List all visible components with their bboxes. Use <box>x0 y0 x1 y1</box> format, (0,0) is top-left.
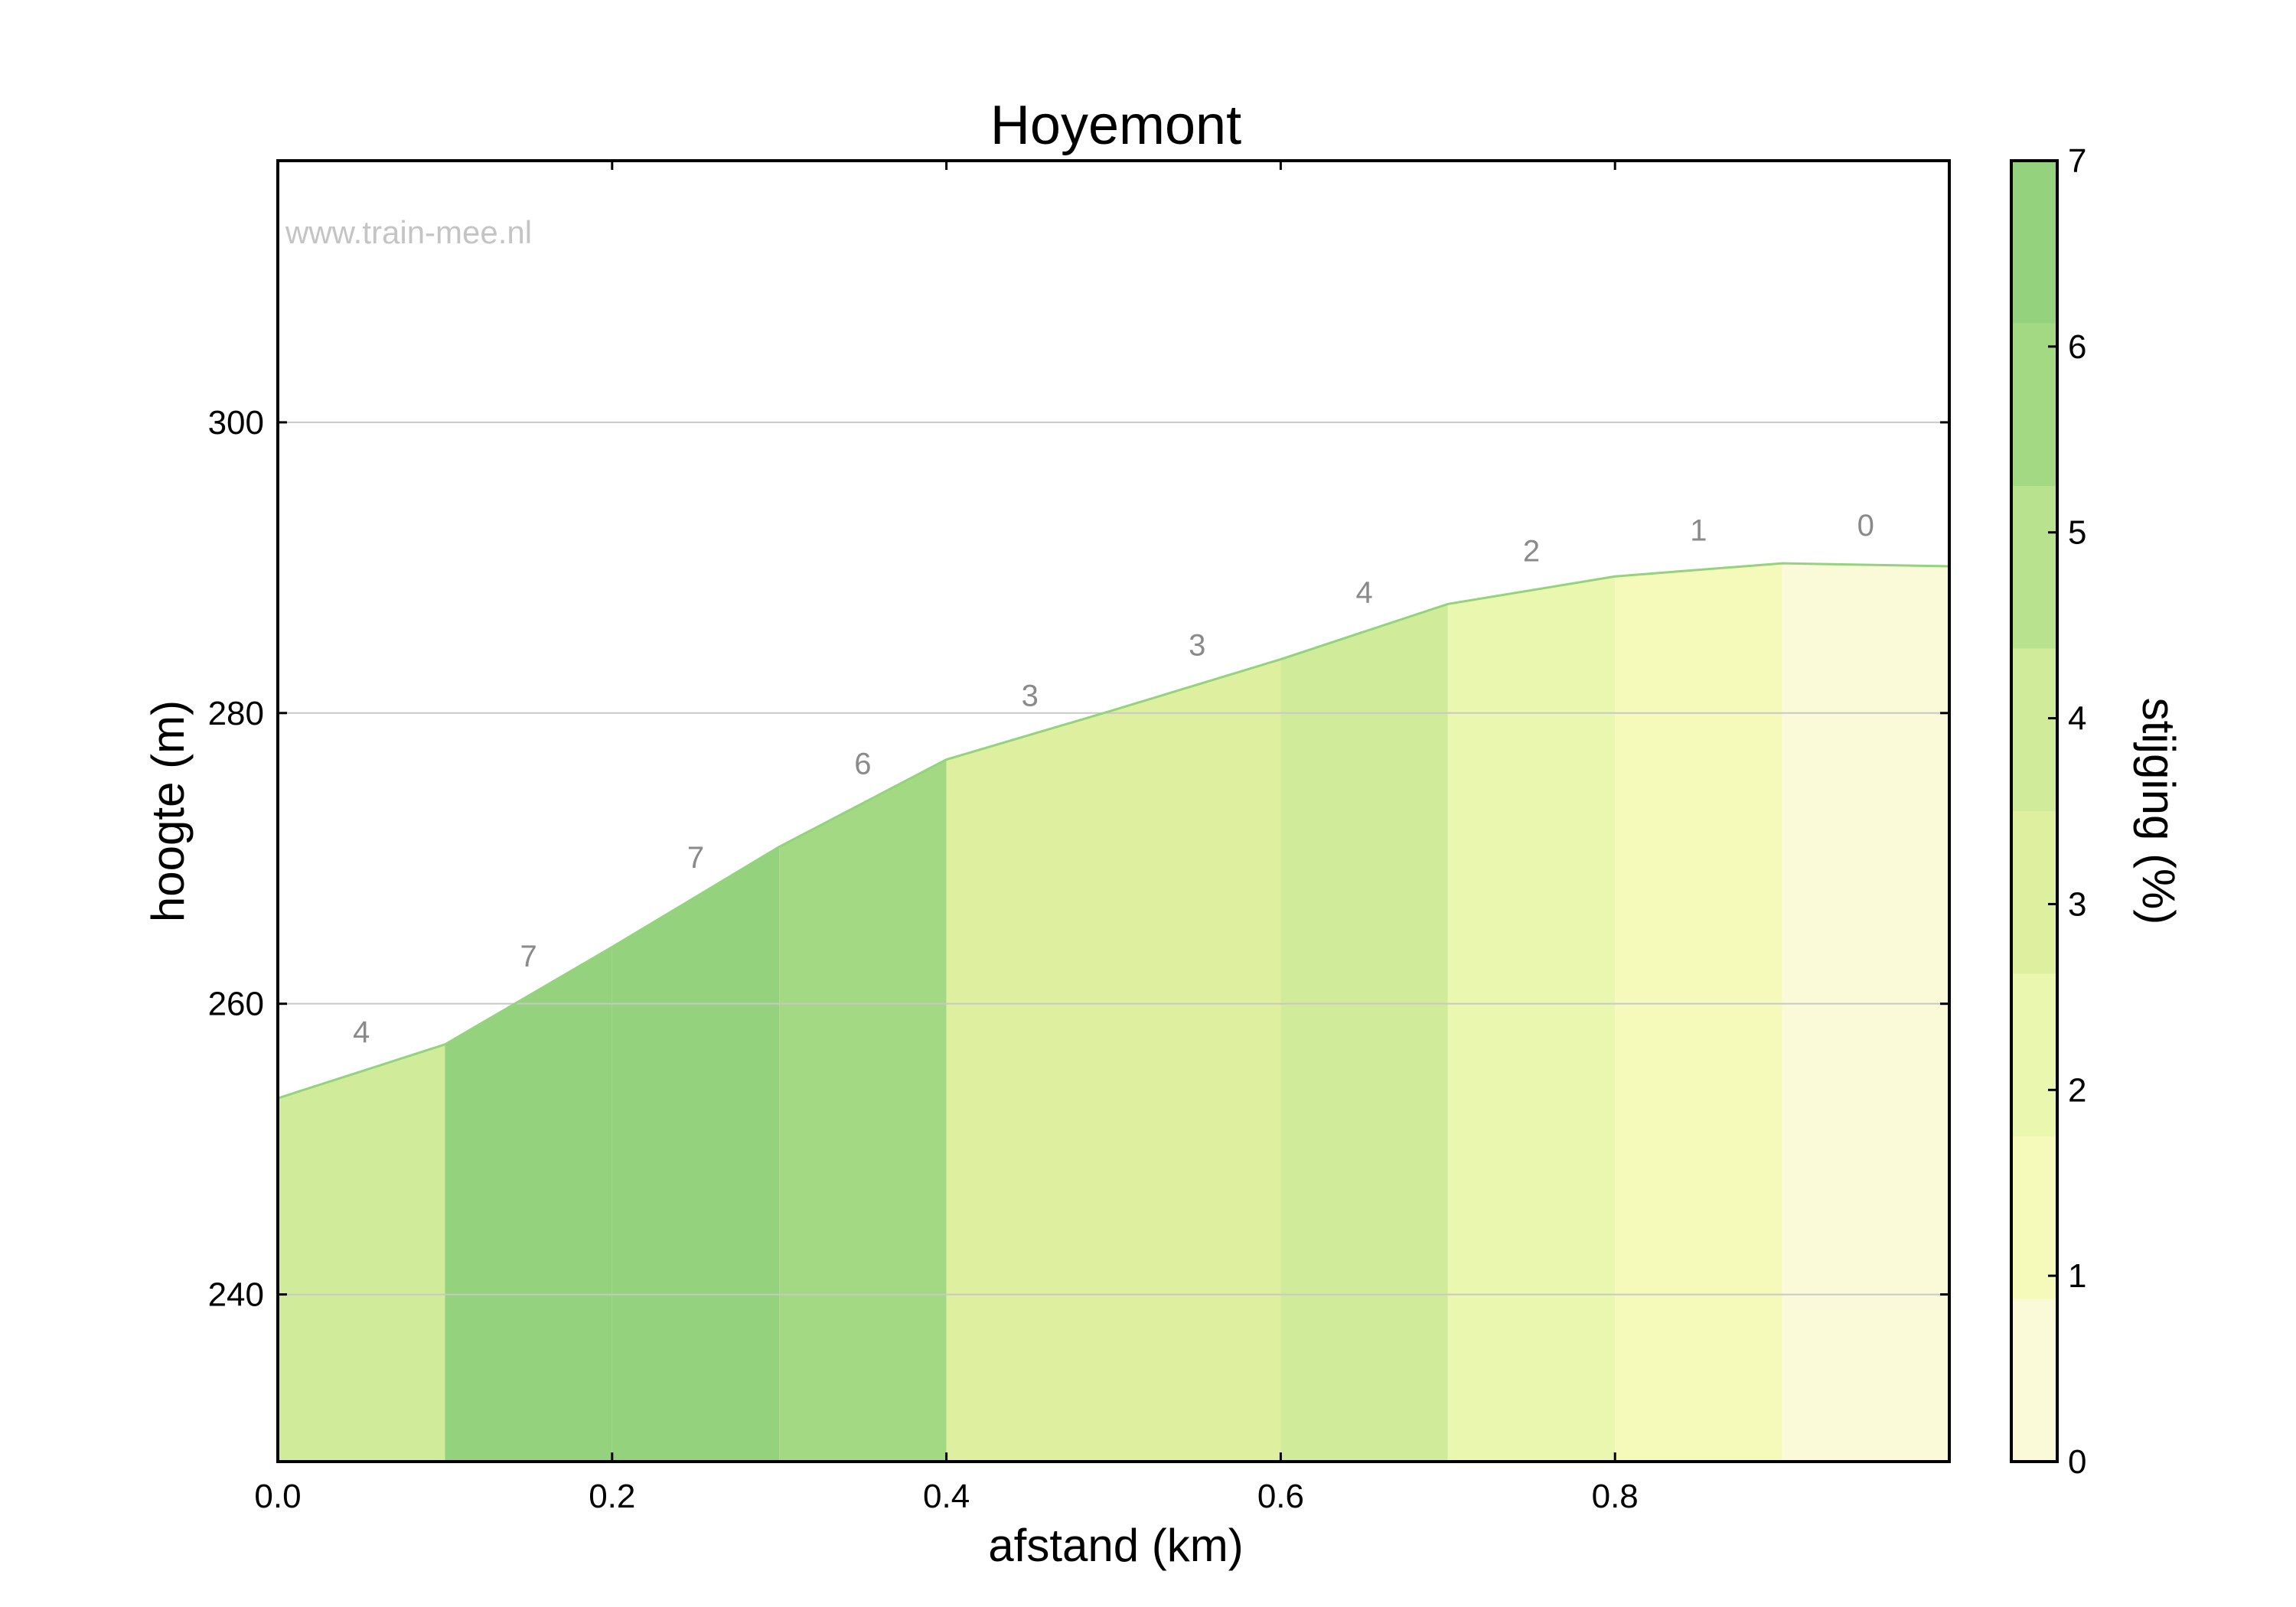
colorbar-band <box>2011 323 2057 486</box>
colorbar-tick-label: 3 <box>2068 885 2086 923</box>
grade-segment-fill <box>1114 659 1281 1462</box>
x-tick-label: 0.0 <box>254 1478 301 1515</box>
grade-segment-fill <box>1615 563 1782 1462</box>
x-tick-label: 0.8 <box>1592 1478 1639 1515</box>
colorbar-tick-label: 5 <box>2068 514 2086 552</box>
grade-fill-areas <box>278 563 1949 1462</box>
grade-segment-fill <box>612 846 780 1462</box>
profile-line-group <box>277 562 1950 1100</box>
segment-grade-labels: 4 7 7 6 3 3 4 2 1 0 <box>353 509 1874 1049</box>
grade-segment-fill <box>1782 563 1949 1462</box>
x-tick-label: 0.2 <box>589 1478 635 1515</box>
colorbar-band <box>2011 973 2057 1136</box>
segment-grade-label: 4 <box>353 1015 370 1049</box>
y-tick-label: 260 <box>208 986 264 1023</box>
y-tick-label: 240 <box>208 1276 264 1314</box>
colorbar-tick-label: 6 <box>2068 328 2086 366</box>
x-axis-title: afstand (km) <box>988 1520 1243 1571</box>
grade-segment-fill <box>278 1044 445 1462</box>
grade-segment-fill <box>445 947 612 1462</box>
segment-grade-label: 4 <box>1355 575 1372 609</box>
segment-grade-label: 0 <box>1857 509 1874 543</box>
y-axis-title: hoogte (m) <box>142 700 194 922</box>
colorbar: 0 1 2 3 4 5 6 7 <box>2010 142 2086 1481</box>
colorbar-tick-label: 0 <box>2068 1443 2086 1481</box>
x-axis-ticks: 0.0 0.2 0.4 0.6 0.8 <box>254 161 1639 1515</box>
grade-segment-fill <box>1280 604 1448 1462</box>
colorbar-band <box>2011 486 2057 649</box>
x-tick-label: 0.6 <box>1257 1478 1304 1515</box>
segment-grade-label: 6 <box>854 748 871 781</box>
colorbar-title: stijging (%) <box>2133 698 2184 925</box>
colorbar-band <box>2011 1136 2057 1299</box>
colorbar-tick-label: 7 <box>2068 142 2086 180</box>
colorbar-tick-label: 4 <box>2068 700 2086 738</box>
profile-line <box>277 562 1950 1100</box>
colorbar-frame <box>2010 159 2059 1463</box>
colorbar-band <box>2011 811 2057 974</box>
segment-grade-label: 7 <box>520 940 536 973</box>
y-tick-label: 280 <box>208 695 264 732</box>
y-tick-label: 300 <box>208 404 264 442</box>
grade-segment-fill <box>1447 576 1616 1462</box>
watermark: www.train-mee.nl <box>285 214 532 250</box>
colorbar-band <box>2011 648 2057 811</box>
grid-lines <box>278 421 1949 1296</box>
segment-grade-label: 1 <box>1690 514 1707 548</box>
segment-grade-label: 3 <box>1189 629 1205 663</box>
segment-grade-label: 7 <box>687 841 704 875</box>
plot-frame <box>276 159 1951 1463</box>
colorbar-band <box>2011 161 2057 324</box>
segment-grade-label: 3 <box>1022 679 1039 712</box>
grade-segment-fill <box>779 759 947 1462</box>
grade-segment-fill <box>946 709 1114 1462</box>
segment-grade-label: 2 <box>1523 534 1540 568</box>
colorbar-tick-label: 1 <box>2068 1257 2086 1295</box>
x-tick-label: 0.4 <box>923 1478 970 1515</box>
colorbar-tick-label: 2 <box>2068 1071 2086 1109</box>
chart-title: Hoyemont <box>990 95 1241 156</box>
colorbar-band <box>2011 1299 2057 1462</box>
